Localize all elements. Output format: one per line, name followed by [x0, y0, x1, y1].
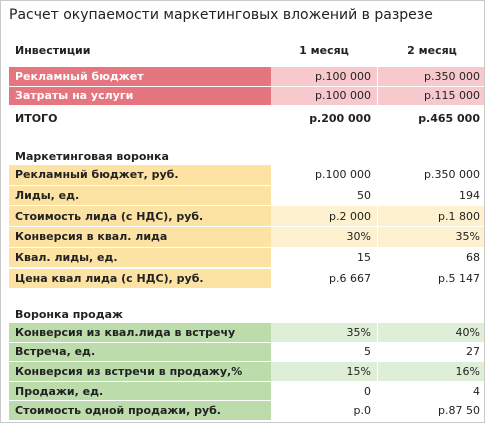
row-label: Конверсия в квал. лида [9, 227, 271, 247]
row-value: р.100 000 [271, 86, 377, 105]
row-value: р.350 000 [378, 165, 484, 185]
total-value: р.465 000 [418, 111, 480, 125]
row-value: 0 [271, 381, 377, 401]
row-value: р.100 000 [271, 67, 377, 86]
row-label: Рекламный бюджет [9, 67, 271, 86]
section-heading: Воронка продаж [15, 307, 123, 321]
row-value: 15% [271, 362, 377, 381]
row-label: Встреча, ед. [9, 342, 271, 362]
row-value: 4 [378, 381, 484, 401]
row-value: 30% [271, 227, 377, 247]
row-value: р.87 50 [378, 401, 484, 420]
sheet-title: Расчет окупаемости маркетинговых вложени… [9, 7, 433, 23]
row-label: Квал. лиды, ед. [9, 247, 271, 268]
section-heading: Инвестиции [15, 43, 91, 57]
row-label: Стоимость одной продажи, руб. [9, 401, 271, 420]
row-value: 35% [378, 227, 484, 247]
row-value: 35% [271, 323, 377, 342]
total-label: ИТОГО [15, 111, 58, 125]
total-value: р.200 000 [309, 111, 371, 125]
row-label: Конверсия из встречи в продажу,% [9, 362, 271, 381]
row-label: Продажи, ед. [9, 381, 271, 401]
row-label: Цена квал лида (с НДС), руб. [9, 268, 271, 289]
row-value: р.5 147 [378, 268, 484, 289]
column-header: 1 месяц [299, 43, 349, 57]
row-value: р.1 800 [378, 206, 484, 227]
row-value: 50 [271, 185, 377, 206]
row-value: 15 [271, 247, 377, 268]
row-label: Затраты на услуги [9, 86, 271, 105]
row-value: 40% [378, 323, 484, 342]
row-value: 16% [378, 362, 484, 381]
row-value: 5 [271, 342, 377, 362]
row-label: Конверсия из квал.лида в встречу [9, 323, 271, 342]
column-header: 2 месяц [407, 43, 457, 57]
row-label: Лиды, ед. [9, 185, 271, 206]
section-heading: Маркетинговая воронка [15, 149, 169, 163]
row-value: р.115 000 [378, 86, 484, 105]
row-label: Стоимость лида (с НДС), руб. [9, 206, 271, 227]
row-value: р.6 667 [271, 268, 377, 289]
row-value: 27 [378, 342, 484, 362]
row-value: р.0 [271, 401, 377, 420]
row-value: р.100 000 [271, 165, 377, 185]
row-label: Рекламный бюджет, руб. [9, 165, 271, 185]
row-value: 68 [378, 247, 484, 268]
row-value: р.350 000 [378, 67, 484, 86]
row-value: 194 [378, 185, 484, 206]
row-value: р.2 000 [271, 206, 377, 227]
